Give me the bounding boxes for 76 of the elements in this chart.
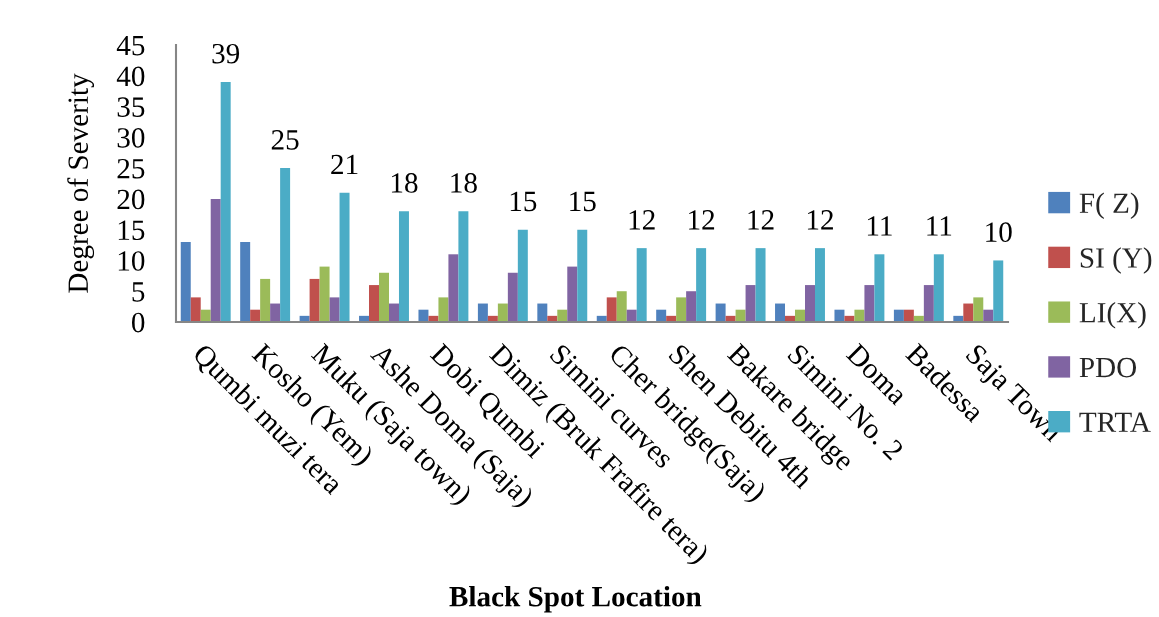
legend-label: TRTA <box>1079 412 1151 432</box>
x-axis-title: Black Spot Location <box>449 585 702 613</box>
bar <box>686 291 697 322</box>
y-tick-label: 25 <box>117 158 145 179</box>
bar <box>616 291 627 322</box>
data-label: 12 <box>807 210 833 230</box>
bar <box>577 229 588 322</box>
bar <box>993 260 1004 322</box>
bar <box>755 248 766 322</box>
bar <box>398 211 409 322</box>
bar <box>270 303 281 322</box>
data-label: 12 <box>689 210 715 230</box>
bar <box>180 241 191 322</box>
bar <box>339 192 350 322</box>
y-axis-title: Degree of Severity <box>67 73 95 293</box>
data-label: 15 <box>510 191 537 212</box>
bar <box>260 278 271 322</box>
bar <box>507 272 518 322</box>
bar <box>517 229 528 322</box>
y-tick-label: 15 <box>118 220 145 241</box>
bar <box>329 297 340 322</box>
bar <box>606 297 617 322</box>
y-tick-label: 30 <box>117 128 145 148</box>
bar <box>369 285 380 322</box>
data-label: 11 <box>927 216 952 236</box>
data-label: 10 <box>986 222 1012 243</box>
y-tick-label: 45 <box>116 35 145 56</box>
data-label: 18 <box>391 173 418 193</box>
bar <box>567 266 578 322</box>
y-tick-label: 35 <box>117 97 145 117</box>
bar <box>933 254 944 322</box>
bar <box>814 248 825 322</box>
bar <box>715 303 726 322</box>
y-tick-label: 40 <box>116 66 145 87</box>
bar <box>388 303 399 322</box>
bar <box>963 303 974 322</box>
y-tick-label: 20 <box>117 189 145 210</box>
bar <box>804 285 815 322</box>
bar <box>537 303 548 322</box>
bar <box>477 303 488 322</box>
bar <box>497 303 508 322</box>
data-label: 39 <box>212 43 240 64</box>
bar <box>923 285 934 322</box>
bar <box>240 241 251 322</box>
bar <box>438 297 449 322</box>
bar <box>448 254 459 322</box>
bar <box>220 81 231 322</box>
data-label: 12 <box>629 210 655 230</box>
bar <box>636 248 647 322</box>
bar <box>745 285 756 322</box>
y-tick-label: 10 <box>118 251 145 271</box>
legend-label: F( Z) <box>1079 192 1139 219</box>
legend-label: LI(X) <box>1079 302 1146 329</box>
bar <box>775 303 786 322</box>
legend-label: PDO <box>1079 357 1137 378</box>
data-label: 11 <box>867 216 892 236</box>
y-tick-label: 5 <box>132 282 145 302</box>
bar <box>210 198 221 322</box>
bar <box>676 297 687 322</box>
bar <box>379 272 389 322</box>
data-label: 25 <box>271 130 299 150</box>
data-label: 18 <box>451 173 477 193</box>
y-tick-label: 0 <box>131 312 145 333</box>
bar <box>874 254 885 322</box>
bar <box>458 211 469 322</box>
legend-label: SI (Y) <box>1080 247 1152 274</box>
bar <box>190 297 201 322</box>
bar <box>280 168 291 322</box>
data-label: 21 <box>331 154 358 175</box>
bar <box>973 297 984 322</box>
data-label: 15 <box>570 191 596 212</box>
bar <box>319 266 330 322</box>
bar <box>696 248 707 322</box>
data-label: 12 <box>748 210 774 230</box>
bar <box>864 285 875 322</box>
bar <box>309 278 320 322</box>
